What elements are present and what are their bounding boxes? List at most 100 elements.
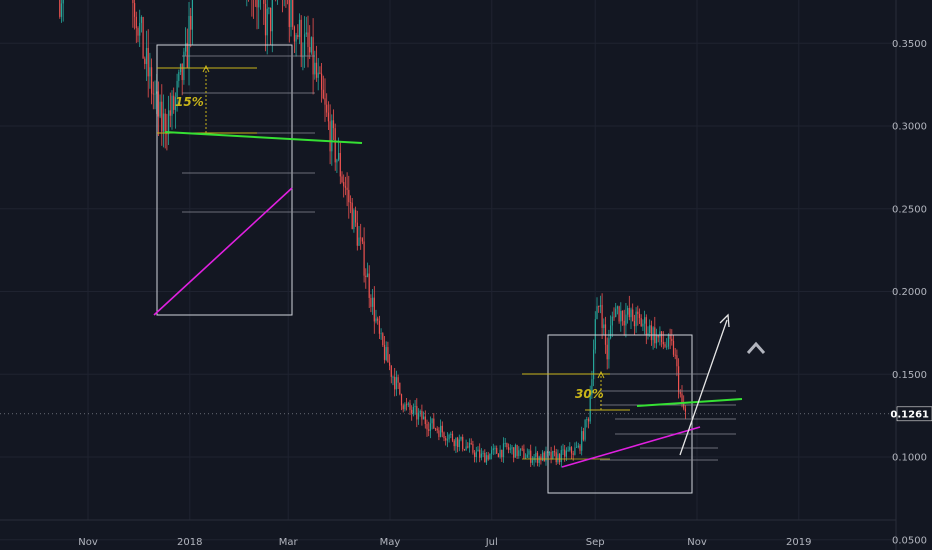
candle-body (394, 376, 396, 390)
candle-body (678, 366, 680, 393)
candle-body (421, 410, 423, 420)
candle-body (467, 446, 469, 448)
candle-body (147, 47, 149, 77)
candle-body (307, 32, 309, 48)
candle-body (598, 306, 600, 308)
candle-body (661, 331, 663, 342)
candle-body (606, 344, 608, 360)
trendline-magenta-right (561, 426, 701, 468)
candle-body (377, 318, 379, 321)
candle-body (264, 3, 267, 36)
candle-body (644, 317, 646, 324)
candle-body (144, 58, 146, 64)
y-tick-label: 0.3500 (892, 39, 927, 50)
candle-body (453, 440, 455, 447)
candle-body (375, 318, 377, 322)
candle-body (395, 377, 397, 390)
candle-body (657, 334, 659, 338)
candle-body (134, 3, 136, 17)
candle-body (353, 210, 355, 229)
candle-body (154, 93, 156, 95)
candle-body (62, 0, 64, 4)
candle-body (608, 338, 610, 360)
candle-body (397, 377, 399, 383)
candle-body (186, 42, 188, 68)
candle-body (482, 452, 484, 454)
candle-body (406, 404, 408, 406)
candle-body (548, 452, 550, 453)
candle-body (389, 362, 391, 366)
candle-body (399, 382, 401, 395)
candle-body (365, 275, 367, 278)
candle-body (149, 67, 151, 77)
candle-body (402, 405, 404, 410)
candle-body (681, 393, 683, 403)
candle-body (188, 16, 190, 68)
candle-body (159, 101, 161, 117)
candle-body (618, 306, 620, 322)
candle-body (414, 406, 416, 407)
candle-body (553, 451, 556, 453)
candle-body (496, 448, 498, 454)
candle-body (531, 460, 533, 463)
candle-body (649, 325, 651, 334)
candle-body (322, 89, 324, 99)
candle-body (536, 452, 539, 463)
candle-body (491, 450, 493, 454)
candle-body (489, 453, 491, 460)
x-tick-label: 2018 (177, 537, 202, 548)
candle-body (271, 0, 273, 32)
candle-body (632, 309, 634, 322)
candle-body (191, 0, 193, 30)
candle-body (458, 439, 460, 448)
projection-arrow-head (719, 313, 730, 328)
candle-body (501, 449, 503, 458)
current-price-label: 0.1261 (890, 409, 929, 420)
candle-body (434, 428, 437, 430)
candle-body (385, 347, 387, 360)
candle-body (506, 443, 508, 448)
candle-body (621, 310, 624, 321)
candle-body (627, 308, 629, 315)
candle-body (518, 450, 520, 457)
candle-body (361, 238, 363, 242)
candle-body (366, 273, 369, 278)
candle-body (400, 394, 403, 406)
candle-body (412, 406, 414, 414)
candle-body (378, 320, 380, 334)
candle-body (292, 0, 294, 27)
candle-body (372, 297, 374, 307)
candle-body (59, 0, 61, 17)
candle-body (625, 314, 627, 326)
candle-body (424, 416, 426, 425)
candle-body (451, 433, 454, 441)
candle-body (502, 443, 505, 458)
candle-body (584, 419, 586, 440)
candle-body (679, 392, 681, 394)
candle-body (360, 237, 362, 239)
candle-body (559, 453, 561, 463)
candle-body (151, 67, 153, 94)
candle-body (356, 222, 358, 246)
candle-body (474, 452, 476, 458)
candle-body (417, 412, 420, 420)
candle-body (562, 449, 564, 451)
candle-body (438, 430, 440, 437)
candle-body (567, 450, 569, 452)
candle-body (428, 429, 430, 431)
candle-body (637, 311, 639, 314)
candle-body (173, 95, 175, 110)
candle-body (557, 453, 559, 463)
x-tick-label: Jul (485, 537, 498, 548)
candle-body (565, 450, 567, 457)
candle-body (288, 0, 290, 27)
candle-body (669, 335, 671, 339)
candle-body (304, 34, 306, 57)
candle-body (526, 454, 528, 458)
candle-body (475, 451, 477, 458)
candle-body (633, 321, 635, 327)
y-axis: 0.60000.55000.50000.45000.40000.35000.30… (890, 0, 932, 550)
candle-body (564, 449, 566, 457)
candle-body (297, 34, 299, 38)
